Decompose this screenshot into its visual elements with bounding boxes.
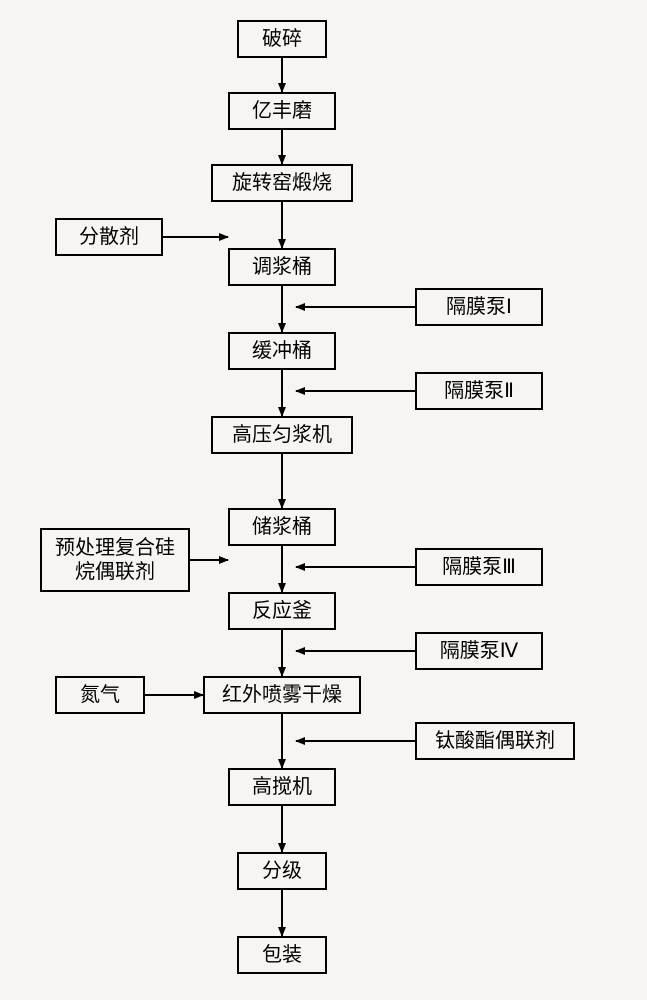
flowchart-node: 隔膜泵Ⅱ (415, 372, 543, 410)
flowchart-node-label: 储浆桶 (252, 515, 312, 539)
flowchart-node: 钛酸酯偶联剂 (415, 722, 575, 760)
flowchart-node-label: 高搅机 (252, 775, 312, 799)
flowchart-node-label: 钛酸酯偶联剂 (435, 729, 555, 753)
flowchart-edges (0, 0, 647, 1000)
flowchart-node-label: 隔膜泵Ⅳ (440, 639, 518, 663)
flowchart-node-label: 旋转窑煅烧 (232, 171, 332, 195)
flowchart-node-label: 缓冲桶 (252, 339, 312, 363)
flowchart-node: 分级 (237, 852, 327, 890)
flowchart-node: 预处理复合硅烷偶联剂 (40, 528, 190, 592)
flowchart-node: 亿丰磨 (228, 92, 336, 130)
flowchart-node-label: 分级 (262, 859, 302, 883)
flowchart-node: 分散剂 (55, 218, 163, 256)
flowchart-node-label: 包装 (262, 943, 302, 967)
flowchart-node-label: 预处理复合硅烷偶联剂 (48, 536, 182, 584)
flowchart-node: 调浆桶 (228, 248, 336, 286)
flowchart-node-label: 高压匀浆机 (232, 423, 332, 447)
flowchart-node-label: 隔膜泵Ⅱ (444, 379, 514, 403)
flowchart-node: 旋转窑煅烧 (211, 164, 353, 202)
flowchart-node-label: 破碎 (262, 27, 302, 51)
flowchart-node-label: 分散剂 (79, 225, 139, 249)
flowchart-node-label: 亿丰磨 (252, 99, 312, 123)
flowchart-node-label: 红外喷雾干燥 (222, 683, 342, 707)
flowchart-node: 隔膜泵Ⅰ (415, 288, 543, 326)
flowchart-node: 储浆桶 (228, 508, 336, 546)
flowchart-node: 隔膜泵Ⅲ (415, 548, 543, 586)
flowchart-node: 隔膜泵Ⅳ (415, 632, 543, 670)
flowchart-node-label: 反应釜 (252, 599, 312, 623)
flowchart-node: 反应釜 (228, 592, 336, 630)
flowchart-node: 高搅机 (228, 768, 336, 806)
flowchart-node: 氮气 (55, 676, 145, 714)
flowchart-node-label: 隔膜泵Ⅲ (442, 555, 516, 579)
flowchart-node: 高压匀浆机 (211, 416, 353, 454)
flowchart-node: 破碎 (237, 20, 327, 58)
flowchart-node-label: 氮气 (80, 683, 120, 707)
flowchart-node-label: 隔膜泵Ⅰ (446, 295, 512, 319)
flowchart-node-label: 调浆桶 (252, 255, 312, 279)
flowchart-node: 缓冲桶 (228, 332, 336, 370)
flowchart-node: 包装 (237, 936, 327, 974)
flowchart-node: 红外喷雾干燥 (203, 676, 361, 714)
